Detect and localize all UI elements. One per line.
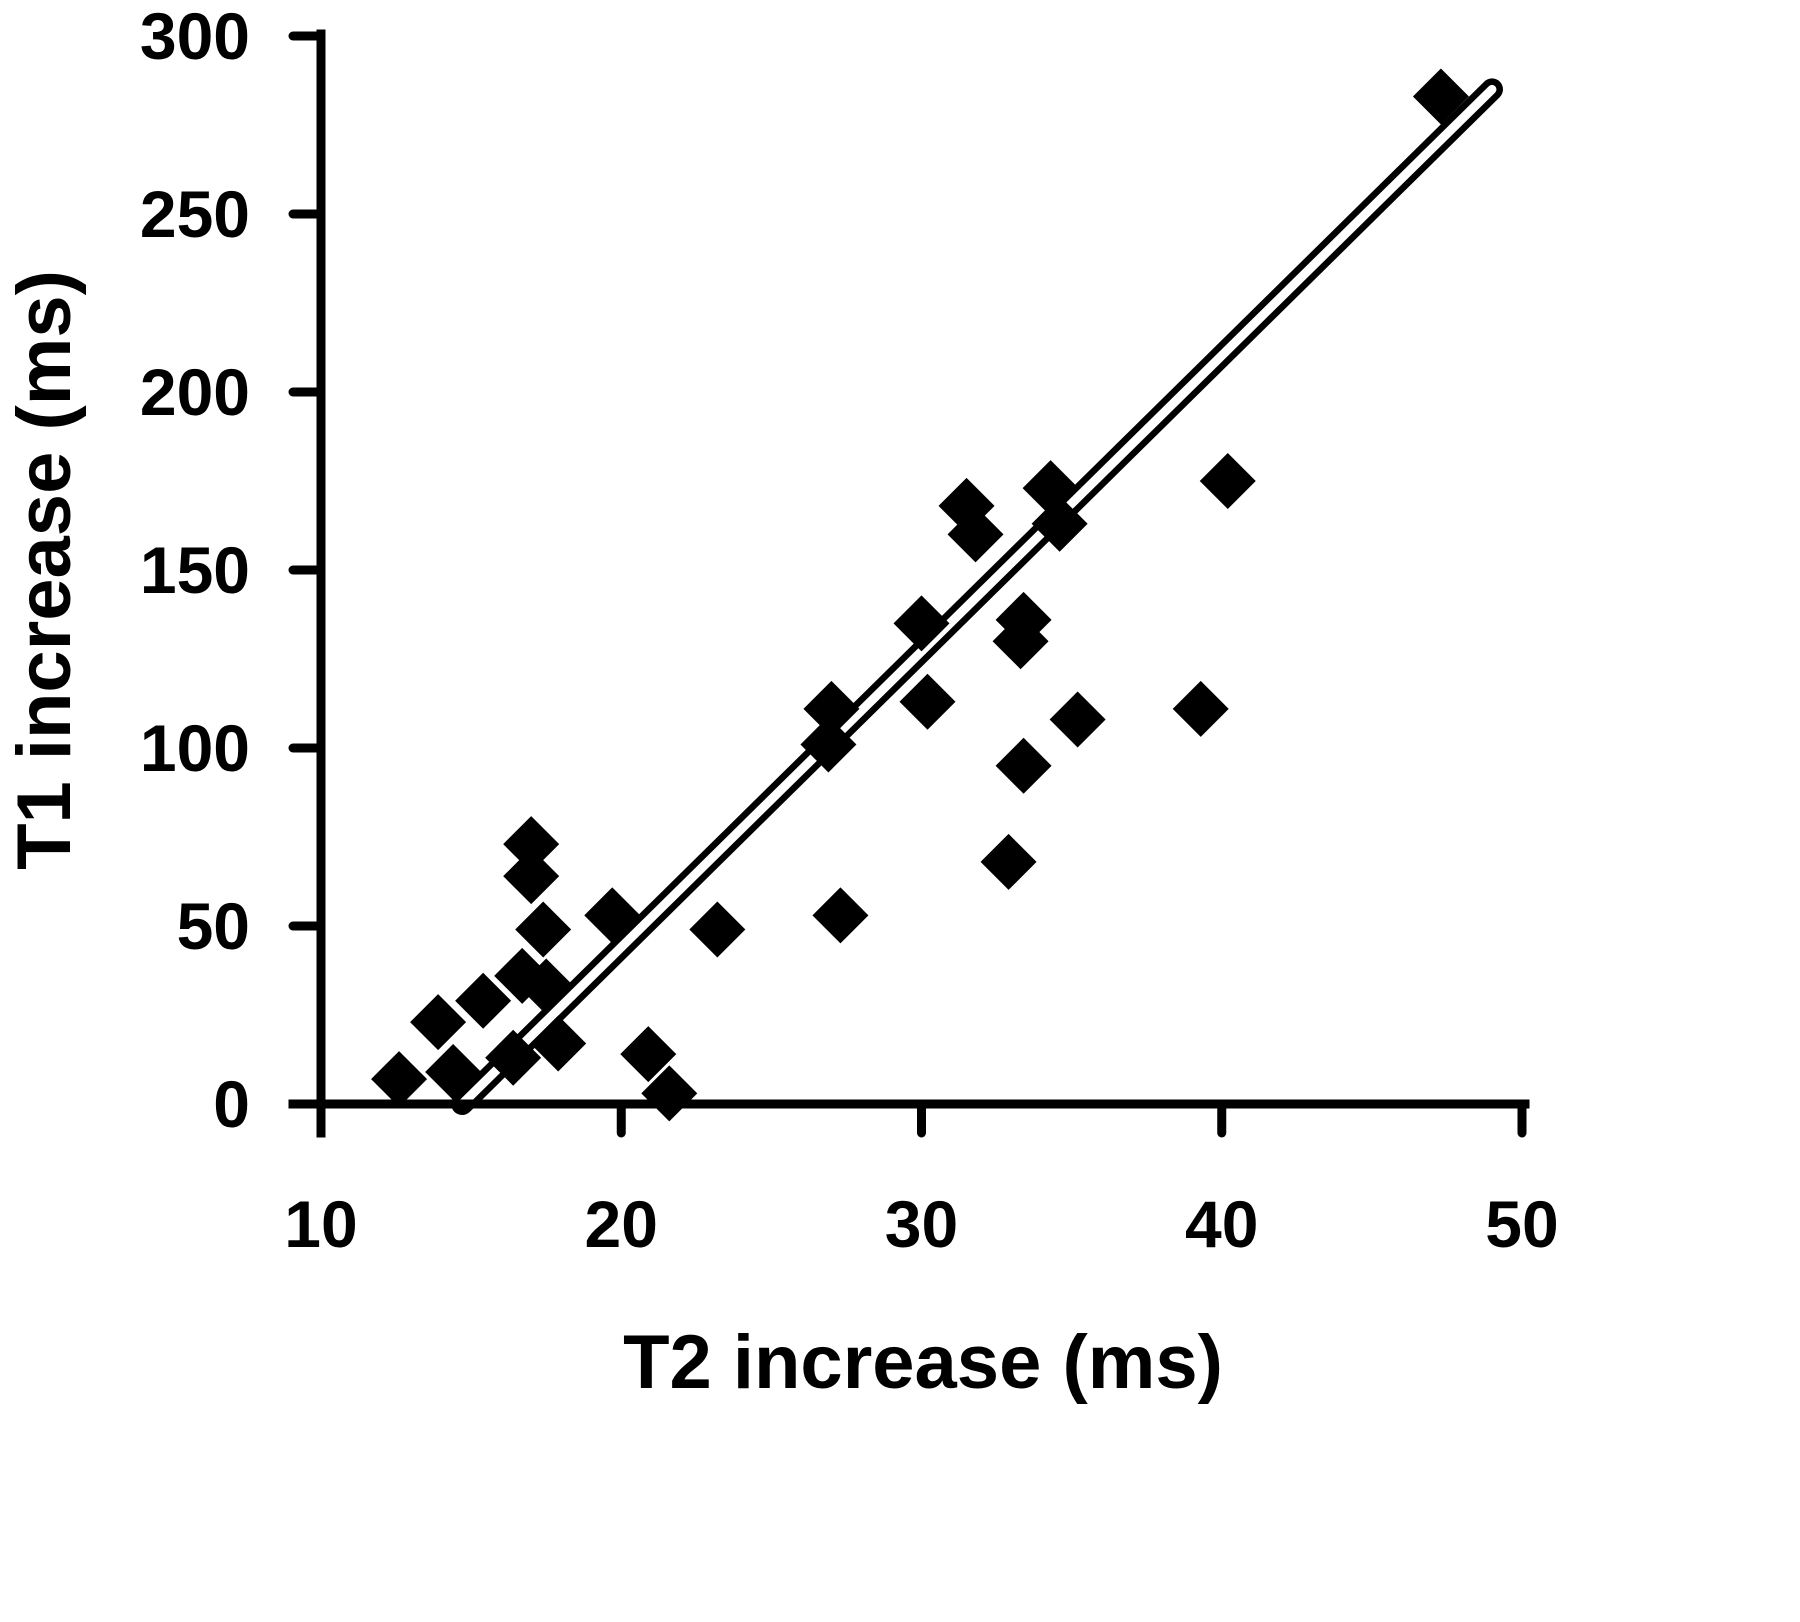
data-point xyxy=(518,958,575,1015)
y-tick-label: 100 xyxy=(140,711,250,785)
data-point xyxy=(893,595,950,652)
y-axis-title: T1 increase (ms) xyxy=(2,270,87,870)
data-point xyxy=(995,591,1052,648)
y-tick-label: 0 xyxy=(213,1067,250,1141)
y-tick-label: 150 xyxy=(140,533,250,607)
data-point xyxy=(620,1026,677,1083)
data-point xyxy=(803,680,860,737)
data-point xyxy=(1031,495,1088,552)
data-point xyxy=(995,737,1052,794)
data-point xyxy=(503,848,560,905)
ticks: 10 20 30 40 50 0 50 100 150 200 250 300 xyxy=(140,0,1559,1261)
data-point xyxy=(899,673,956,730)
data-point xyxy=(812,887,869,944)
data-point xyxy=(425,1043,482,1100)
data-point xyxy=(410,994,467,1051)
y-tick-label: 50 xyxy=(177,889,250,963)
data-point xyxy=(1412,68,1469,125)
y-tick-label: 300 xyxy=(140,0,250,73)
data-point xyxy=(584,887,641,944)
data-point xyxy=(485,1029,542,1086)
data-point xyxy=(947,506,1004,563)
x-tick-label: 20 xyxy=(585,1187,658,1261)
y-tick-label: 200 xyxy=(140,355,250,429)
data-point xyxy=(503,816,560,873)
plot-area xyxy=(371,68,1503,1122)
x-tick-label: 30 xyxy=(885,1187,958,1261)
data-point xyxy=(1172,680,1229,737)
axes xyxy=(288,29,1530,1138)
data-point xyxy=(515,901,572,958)
x-tick-label: 10 xyxy=(284,1187,357,1261)
data-point xyxy=(1049,691,1106,748)
x-tick-label: 40 xyxy=(1185,1187,1258,1261)
data-point xyxy=(455,972,512,1029)
data-point xyxy=(689,901,746,958)
data-point xyxy=(980,833,1037,890)
x-axis-title: T2 increase (ms) xyxy=(623,1320,1223,1405)
data-point xyxy=(800,716,857,773)
fit-line-inner xyxy=(457,84,1497,1109)
data-point xyxy=(1199,453,1256,509)
data-point xyxy=(530,1015,587,1072)
y-tick-label: 250 xyxy=(140,177,250,251)
data-point xyxy=(371,1051,428,1108)
x-tick-label: 50 xyxy=(1485,1187,1558,1261)
